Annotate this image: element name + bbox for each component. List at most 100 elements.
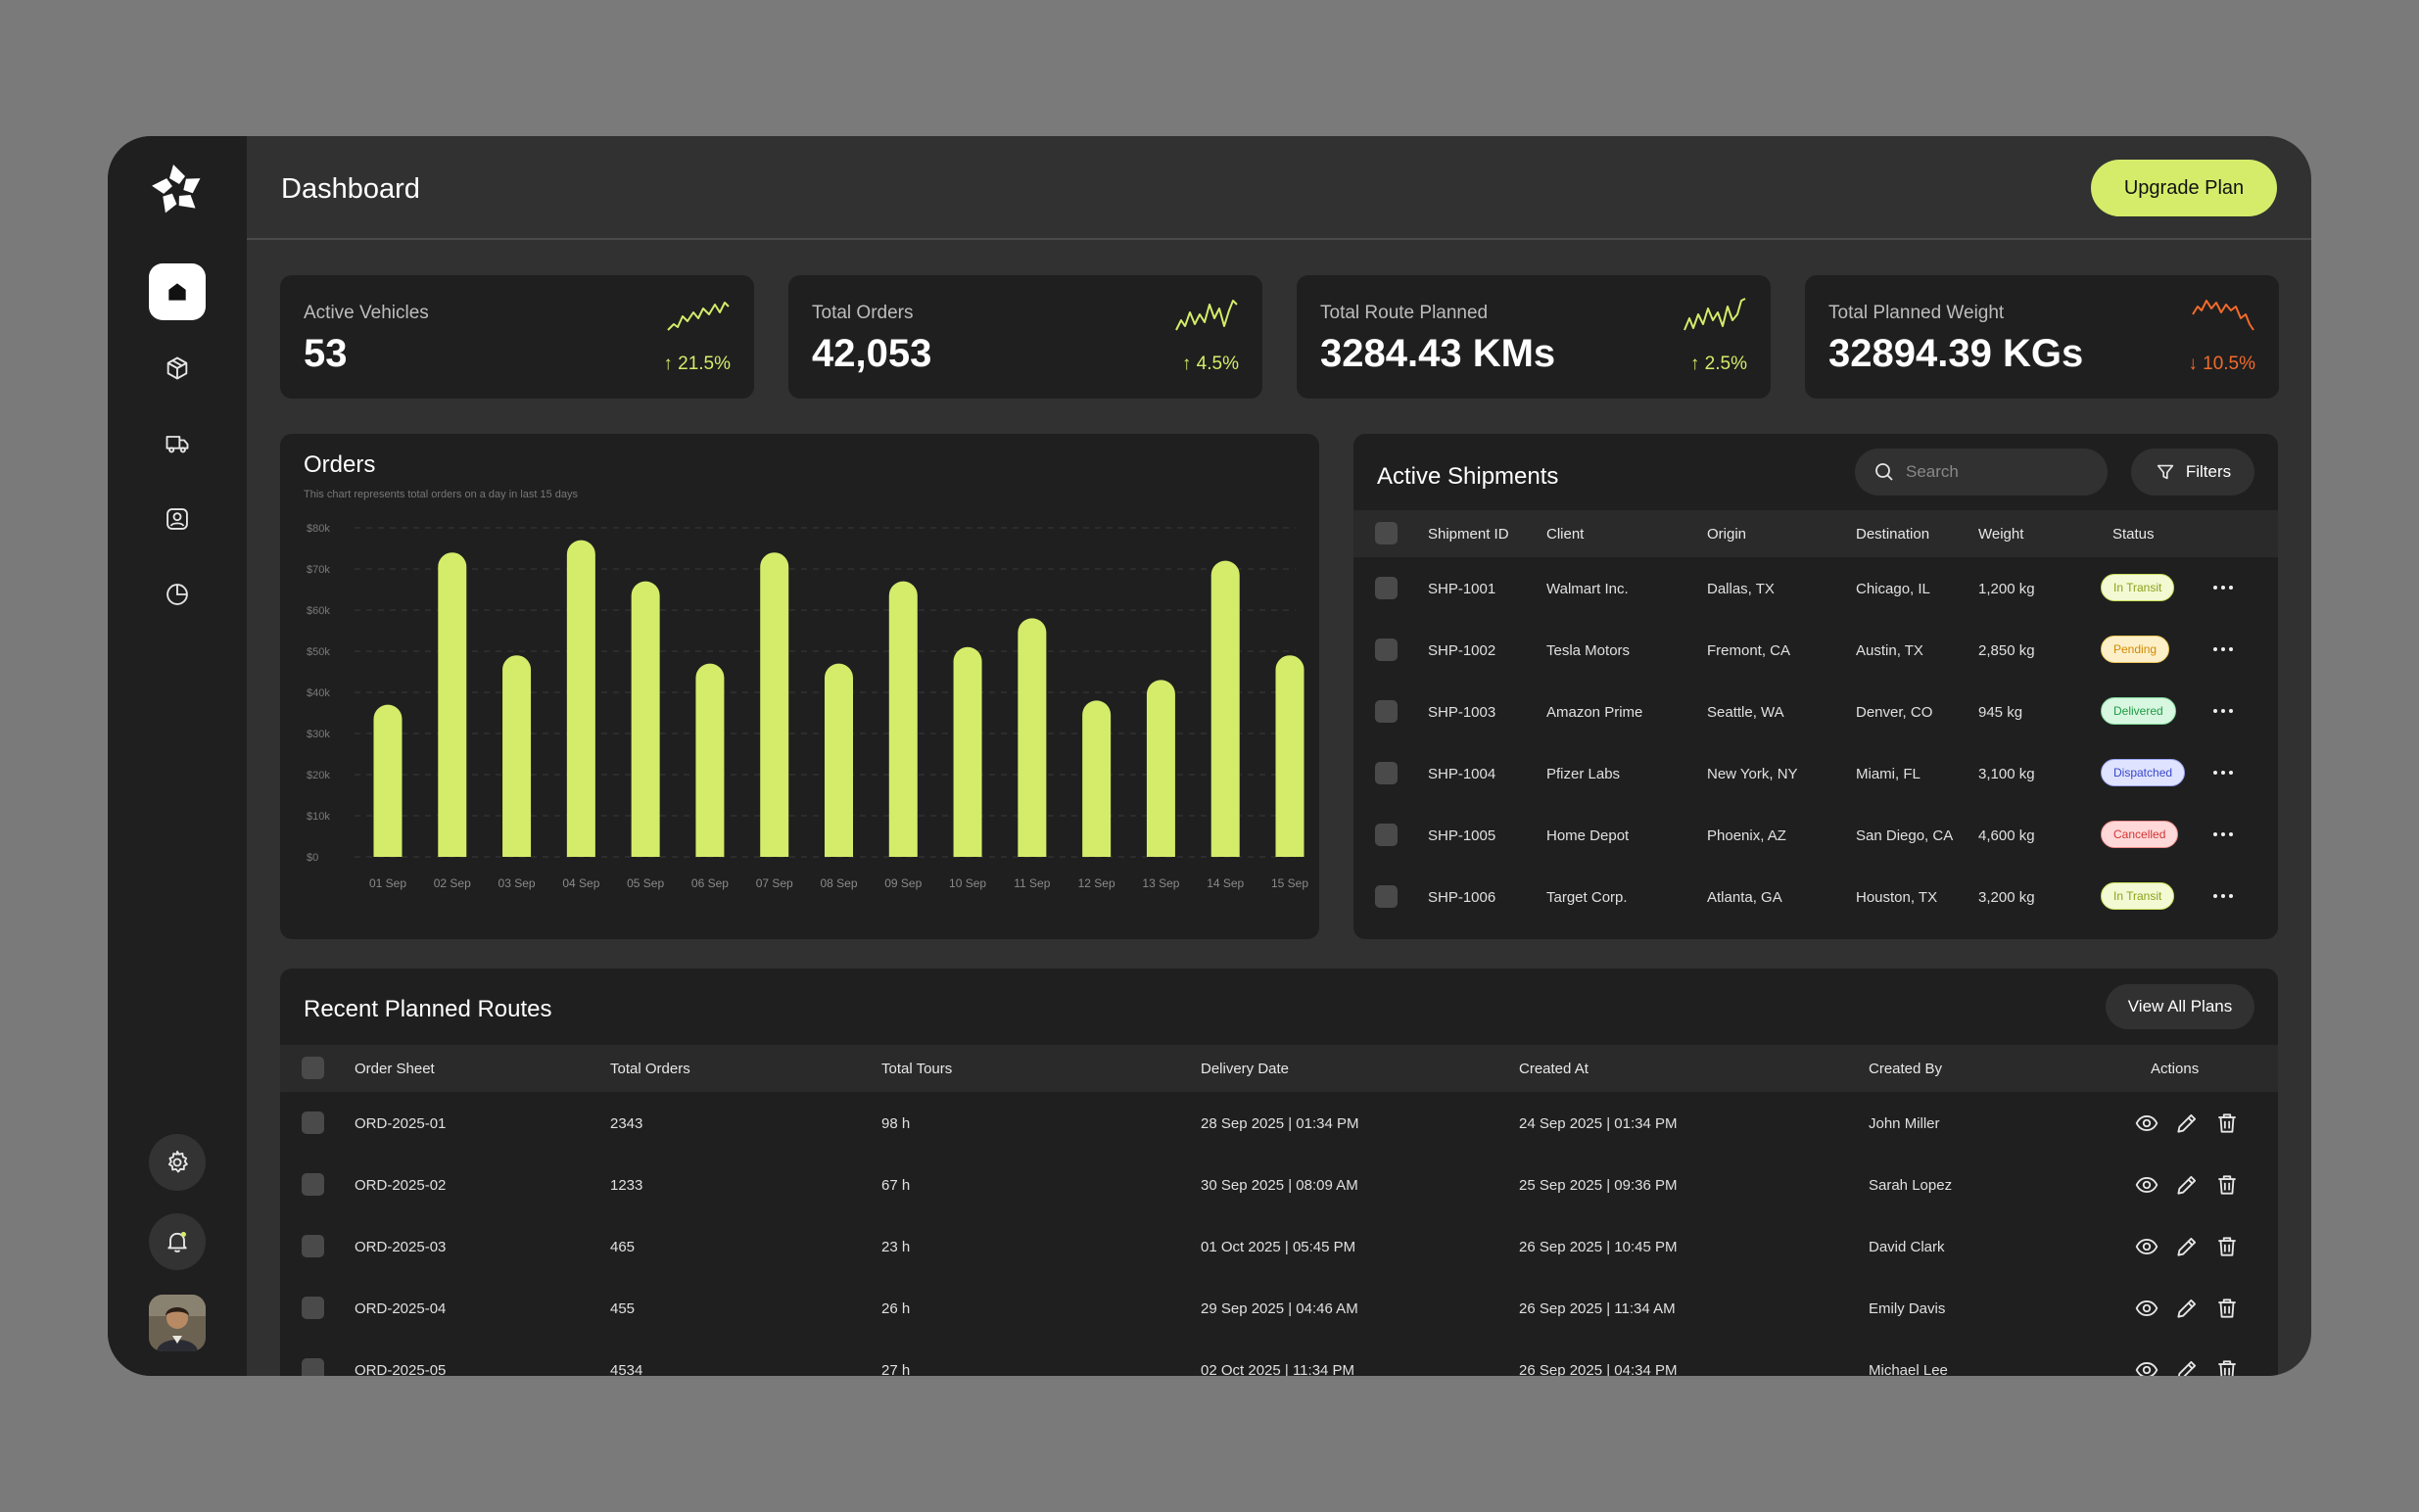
- more-options-icon[interactable]: [2208, 575, 2238, 600]
- upgrade-plan-button[interactable]: Upgrade Plan: [2091, 160, 2277, 216]
- more-options-icon[interactable]: [2208, 760, 2238, 785]
- sidebar-item-users[interactable]: [149, 491, 206, 547]
- cell-destination: Denver, CO: [1856, 704, 1933, 721]
- row-checkbox[interactable]: [1375, 762, 1398, 784]
- row-checkbox[interactable]: [1375, 577, 1398, 599]
- y-tick-label: $80k: [307, 523, 330, 535]
- bar-04-sep[interactable]: [566, 540, 595, 857]
- shipment-row[interactable]: SHP-1006 Target Corp. Atlanta, GA Houston, …: [1353, 866, 2278, 927]
- pencil-icon[interactable]: [2174, 1296, 2200, 1321]
- stat-label: Active Vehicles: [304, 303, 429, 323]
- bar-10-sep[interactable]: [953, 646, 982, 857]
- select-all-checkbox[interactable]: [302, 1057, 324, 1079]
- row-checkbox[interactable]: [302, 1297, 324, 1319]
- column-header: Status: [2112, 526, 2155, 543]
- cell-created: 25 Sep 2025 | 09:36 PM: [1519, 1177, 1678, 1194]
- cell-id: SHP-1005: [1428, 827, 1496, 844]
- bar-11-sep[interactable]: [1018, 618, 1047, 857]
- bell-icon: [167, 1231, 187, 1252]
- shipment-row[interactable]: SHP-1002 Tesla Motors Fremont, CA Austin, T…: [1353, 619, 2278, 681]
- bar-07-sep[interactable]: [760, 552, 789, 857]
- avatar[interactable]: [149, 1295, 206, 1351]
- sidebar-item-home[interactable]: [149, 263, 206, 320]
- row-checkbox[interactable]: [1375, 824, 1398, 846]
- column-header: Delivery Date: [1201, 1061, 1290, 1077]
- pie-chart-icon: [166, 584, 188, 605]
- eye-icon[interactable]: [2134, 1357, 2159, 1376]
- row-checkbox[interactable]: [302, 1111, 324, 1134]
- shipment-row[interactable]: SHP-1001 Walmart Inc. Dallas, TX Chicago, I…: [1353, 557, 2278, 619]
- stat-value: 32894.39 KGs: [1828, 332, 2084, 375]
- trash-icon[interactable]: [2214, 1110, 2240, 1136]
- view-all-plans-button[interactable]: View All Plans: [2106, 984, 2254, 1029]
- bar-05-sep[interactable]: [631, 581, 660, 857]
- row-checkbox[interactable]: [302, 1358, 324, 1376]
- more-options-icon[interactable]: [2208, 883, 2238, 909]
- row-checkbox[interactable]: [302, 1173, 324, 1196]
- trash-icon[interactable]: [2214, 1296, 2240, 1321]
- shipment-row[interactable]: SHP-1005 Home Depot Phoenix, AZ San Diego, …: [1353, 804, 2278, 866]
- route-row[interactable]: ORD-2025-04 455 26 h 29 Sep 2025 | 04:46 AM…: [280, 1277, 2278, 1339]
- bar-15-sep[interactable]: [1275, 655, 1304, 857]
- row-checkbox[interactable]: [302, 1235, 324, 1257]
- route-row[interactable]: ORD-2025-01 2343 98 h 28 Sep 2025 | 01:34 P…: [280, 1092, 2278, 1154]
- bar-09-sep[interactable]: [888, 581, 918, 857]
- cell-destination: Chicago, IL: [1856, 581, 1930, 597]
- search-input[interactable]: [1906, 449, 2092, 496]
- sparkline-icon: [667, 302, 730, 331]
- sidebar-item-packages[interactable]: [149, 340, 206, 397]
- pencil-icon[interactable]: [2174, 1172, 2200, 1198]
- x-tick-label: 05 Sep: [627, 876, 664, 890]
- cell-delivery: 29 Sep 2025 | 04:46 AM: [1201, 1300, 1358, 1317]
- bar-01-sep[interactable]: [373, 704, 403, 857]
- eye-icon[interactable]: [2134, 1110, 2159, 1136]
- route-row[interactable]: ORD-2025-05 4534 27 h 02 Oct 2025 | 11:34 P…: [280, 1339, 2278, 1376]
- x-tick-label: 11 Sep: [1014, 876, 1050, 890]
- pencil-icon[interactable]: [2174, 1234, 2200, 1259]
- notifications-button[interactable]: [149, 1213, 206, 1270]
- bar-02-sep[interactable]: [438, 552, 467, 857]
- row-checkbox[interactable]: [1375, 700, 1398, 723]
- user-icon: [166, 508, 188, 530]
- bar-06-sep[interactable]: [695, 663, 725, 857]
- sidebar: [108, 136, 247, 1376]
- status-badge: Cancelled: [2101, 821, 2179, 848]
- pencil-icon[interactable]: [2174, 1357, 2200, 1376]
- sidebar-item-reports[interactable]: [149, 566, 206, 623]
- shipment-row[interactable]: SHP-1003 Amazon Prime Seattle, WA Denver, C…: [1353, 681, 2278, 742]
- route-row[interactable]: ORD-2025-02 1233 67 h 30 Sep 2025 | 08:09 A…: [280, 1154, 2278, 1215]
- bar-03-sep[interactable]: [502, 655, 532, 857]
- more-options-icon[interactable]: [2208, 637, 2238, 662]
- bar-13-sep[interactable]: [1146, 680, 1175, 857]
- eye-icon[interactable]: [2134, 1172, 2159, 1198]
- bar-14-sep[interactable]: [1210, 560, 1240, 857]
- bar-12-sep[interactable]: [1082, 700, 1112, 857]
- orders-chart: $0 $10k $20k $30k $40k $50k $60k $70k $80k 01 Sep…: [307, 523, 1308, 890]
- column-header: Weight: [1978, 526, 2024, 543]
- row-checkbox[interactable]: [1375, 638, 1398, 661]
- eye-icon[interactable]: [2134, 1234, 2159, 1259]
- settings-button[interactable]: [149, 1134, 206, 1191]
- cell-orders: 4534: [610, 1362, 643, 1376]
- y-tick-label: $20k: [307, 770, 330, 781]
- y-tick-label: $50k: [307, 646, 330, 658]
- filters-button[interactable]: Filters: [2131, 449, 2254, 496]
- eye-icon[interactable]: [2134, 1296, 2159, 1321]
- sidebar-item-vehicles[interactable]: [149, 415, 206, 472]
- trash-icon[interactable]: [2214, 1234, 2240, 1259]
- column-header: Created At: [1519, 1061, 1589, 1077]
- row-checkbox[interactable]: [1375, 885, 1398, 908]
- select-all-checkbox[interactable]: [1375, 522, 1398, 544]
- x-tick-label: 03 Sep: [498, 876, 536, 890]
- column-header: Created By: [1869, 1061, 1943, 1077]
- more-options-icon[interactable]: [2208, 698, 2238, 724]
- route-row[interactable]: ORD-2025-03 465 23 h 01 Oct 2025 | 05:45 PM…: [280, 1215, 2278, 1277]
- cell-weight: 4,600 kg: [1978, 827, 2035, 844]
- pencil-icon[interactable]: [2174, 1110, 2200, 1136]
- trash-icon[interactable]: [2214, 1357, 2240, 1376]
- shipment-row[interactable]: SHP-1004 Pfizer Labs New York, NY Miami, FL…: [1353, 742, 2278, 804]
- trash-icon[interactable]: [2214, 1172, 2240, 1198]
- cell-client: Home Depot: [1546, 827, 1630, 844]
- more-options-icon[interactable]: [2208, 822, 2238, 847]
- bar-08-sep[interactable]: [825, 663, 853, 857]
